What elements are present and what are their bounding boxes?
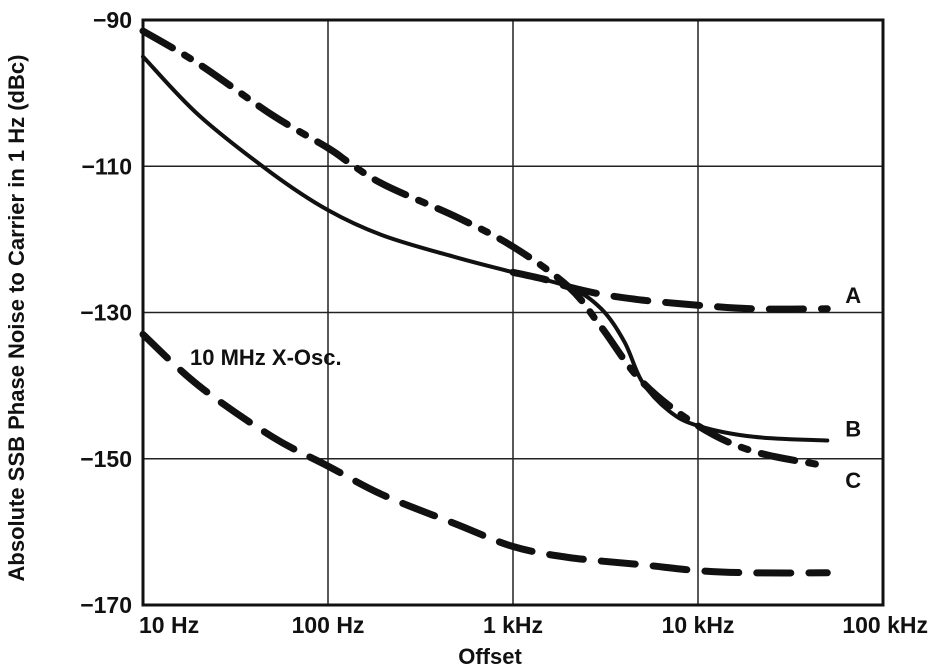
x-tick-label: 100 Hz	[292, 612, 365, 638]
y-tick-label: −150	[80, 446, 132, 472]
x-axis-title: Offset	[458, 644, 522, 669]
series-line-2	[141, 54, 830, 443]
y-tick-label: −170	[80, 592, 132, 618]
x-tick-label: 10 Hz	[139, 612, 199, 638]
series-line-3	[139, 27, 831, 470]
x-tick-labels: 10 Hz 100 Hz 1 kHz 10 kHz 100 kHz	[139, 612, 928, 638]
x-tick-label: 1 kHz	[483, 612, 543, 638]
series-labels: A B C	[845, 283, 861, 493]
x-tick-label: 100 kHz	[842, 612, 928, 638]
series-label-a: A	[845, 283, 861, 308]
y-tick-label: −130	[80, 300, 132, 326]
y-tick-labels: −90 −110 −130 −150 −170	[80, 7, 132, 618]
series-line-4	[139, 330, 831, 577]
series-label-c: C	[845, 468, 861, 493]
x-tick-label: 10 kHz	[662, 612, 735, 638]
plot-frame	[141, 18, 885, 607]
y-tick-label: −90	[93, 7, 132, 33]
y-axis-title: Absolute SSB Phase Noise to Carrier in 1…	[4, 55, 29, 582]
data-curves	[139, 27, 831, 577]
oscillator-annotation: 10 MHz X-Osc.	[190, 345, 342, 370]
y-tick-label: −110	[81, 153, 132, 179]
series-label-b: B	[845, 416, 861, 441]
